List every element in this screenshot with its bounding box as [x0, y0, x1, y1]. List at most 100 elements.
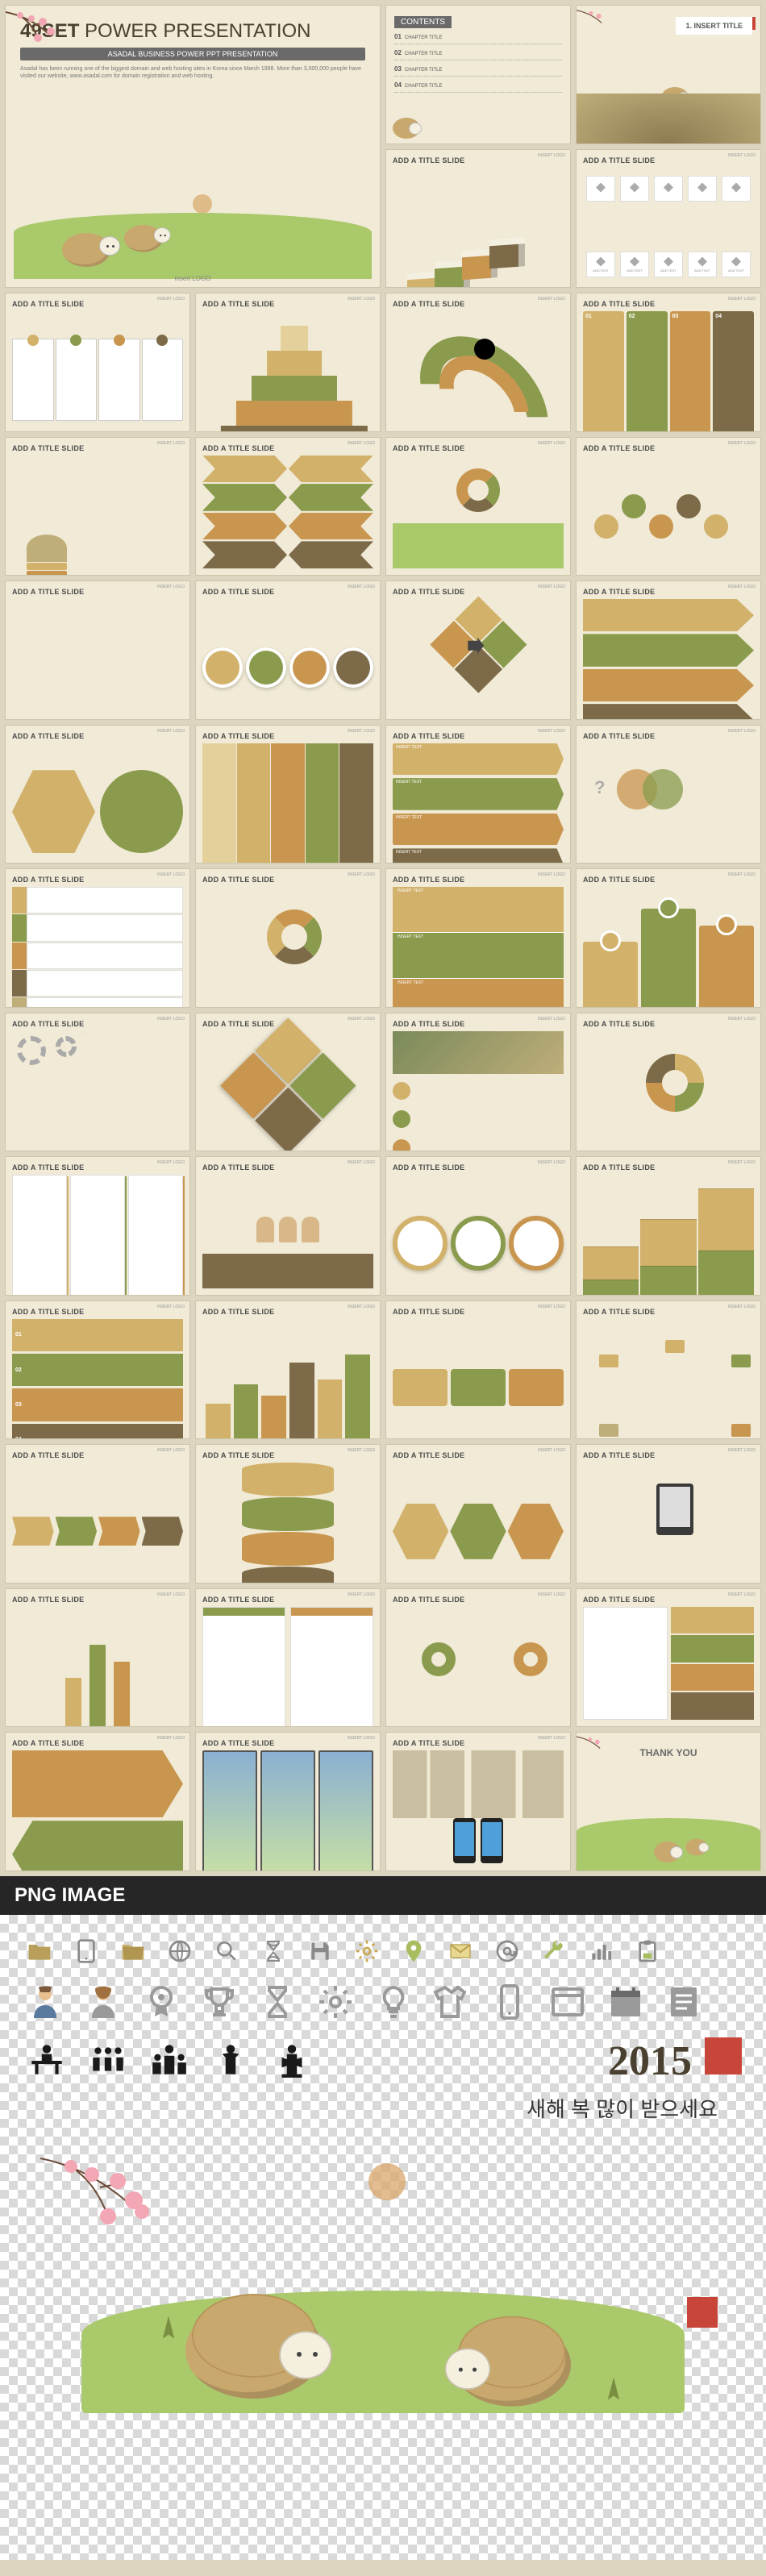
template-slide: ADD A TITLE SLIDEINSERT LOGO	[5, 1588, 190, 1728]
template-slide: ADD A TITLE SLIDEINSERT LOGO	[195, 868, 381, 1008]
stamp-icon	[705, 2037, 742, 2075]
template-slide: ADD A TITLE SLIDEINSERT LOGO	[195, 725, 381, 864]
globe-icon	[164, 1936, 195, 1966]
template-slide: ADD A TITLE SLIDEINSERT LOGO	[385, 581, 571, 720]
template-slide: ADD A TITLE SLIDEINSERT LOGO	[5, 581, 190, 720]
year-calligraphy: 2015	[608, 2037, 742, 2085]
korean-greeting: 새해 복 많이 받으세요	[24, 2093, 742, 2123]
png-section-title: PNG IMAGE	[0, 1876, 766, 1915]
template-slide: ADD A TITLE SLIDEINSERT LOGO	[576, 1444, 761, 1583]
audience-icon	[85, 2038, 131, 2083]
template-slide: ADD A TITLE SLIDEINSERT LOGO	[576, 437, 761, 576]
toc-item: 02CHAPTER TITLE	[394, 49, 562, 60]
diskette-icon	[305, 1936, 335, 1966]
template-slide: ADD A TITLE SLIDEINSERT LOGO	[5, 868, 190, 1008]
png-assets-section: PNG IMAGE	[0, 1876, 766, 2576]
contents-title: CONTENTS	[394, 16, 452, 28]
contents-slide: CONTENTS 01CHAPTER TITLE 02CHAPTER TITLE…	[385, 5, 571, 144]
template-slide: ADD A TITLE SLIDEINSERT LOGO	[576, 1156, 761, 1296]
template-slide: ADD A TITLE SLIDEINSERT LOGO	[195, 1732, 381, 1871]
template-slide: ADD A TITLE SLIDEINSERT LOGO	[195, 437, 381, 576]
template-slide: ADD A TITLE SLIDEINSERT LOGO	[576, 581, 761, 720]
sheep-icon	[124, 217, 169, 252]
template-slide: ADD A TITLE SLIDEINSERT LOGO	[5, 293, 190, 432]
window-icon	[547, 1981, 589, 2023]
toc-item: 03CHAPTER TITLE	[394, 65, 562, 77]
logo-placeholder: insert LOGO	[175, 275, 211, 282]
icon-row-1	[24, 1936, 742, 1966]
woman-icon	[82, 1981, 124, 2023]
shirt-icon	[431, 1981, 473, 2023]
man-icon	[24, 1981, 66, 2023]
template-slide: ADD A TITLE SLIDEINSERT LOGO ?	[576, 725, 761, 864]
trophy-icon	[198, 1981, 240, 2023]
at-icon	[492, 1936, 522, 1966]
sun-icon	[193, 194, 212, 214]
template-slide: ADD A TITLE SLIDEINSERT LOGO	[385, 1444, 571, 1583]
template-slide: ADD A TITLE SLIDEINSERT LOGO	[5, 1444, 190, 1583]
gear-icon	[352, 1936, 382, 1966]
icon-row-3: 2015	[24, 2037, 742, 2085]
template-slide: ADD A TITLE SLIDEINSERT LOGO INSERT TEXT…	[385, 868, 571, 1008]
template-slide: ADD A TITLE SLIDEINSERT LOGO	[195, 1300, 381, 1440]
template-slide: ADD A TITLE SLIDEINSERT LOGO	[576, 1013, 761, 1152]
template-slide: ADD A TITLE SLIDEINSERT LOGO 0102 0304	[5, 1300, 190, 1440]
hero-illustration	[14, 133, 372, 279]
template-slide: ADD A TITLE SLIDEINSERT LOGO	[195, 1156, 381, 1296]
template-slide: ADD A TITLE SLIDEINSERT LOGO ...	[5, 1013, 190, 1152]
section-slide: 2015 1. INSERT TITLE	[576, 5, 761, 144]
wrench-icon	[539, 1936, 569, 1966]
icon-row-2	[24, 1981, 742, 2023]
template-slide: ADD A TITLE SLIDEINSERT LOGO	[195, 1588, 381, 1728]
blossom-branch	[577, 6, 625, 41]
template-slide: ADD A TITLE SLIDEINSERT LOGO	[195, 1013, 381, 1152]
hero-description: Asadal has been running one of the bigge…	[20, 65, 365, 80]
template-slide: ADD A TITLE SLIDEINSERT LOGO	[385, 437, 571, 576]
template-slide: ADD A TITLE SLIDEINSERT LOGO	[385, 149, 571, 289]
template-slide: ADD A TITLE SLIDEINSERT LOGO	[5, 1156, 190, 1296]
template-slide: ADD A TITLE SLIDEINSERT LOGO	[5, 725, 190, 864]
sheep-icon	[393, 118, 420, 139]
transparency-checker: 2015 새해 복 많이 받으세요	[0, 1915, 766, 2560]
template-slide: ADD A TITLE SLIDEINSERT LOGO	[5, 1732, 190, 1871]
hourglass2-icon	[256, 1981, 298, 2023]
template-slide: ADD A TITLE SLIDEINSERT LOGO	[576, 1300, 761, 1440]
template-slide: ADD A TITLE SLIDEINSERT LOGO	[195, 293, 381, 432]
clipboard-icon	[632, 1936, 663, 1966]
tablet-icon	[71, 1936, 102, 1966]
bars-icon	[585, 1936, 616, 1966]
template-slide: ADD A TITLE SLIDEINSERT LOGO ADD TEXTADD…	[576, 149, 761, 289]
stamp-icon	[687, 2297, 718, 2328]
template-slide: ADD A TITLE SLIDEINSERT LOGO INSERT TEXT…	[385, 725, 571, 864]
folder-icon	[24, 1936, 55, 1966]
section-title: 1. INSERT TITLE	[676, 17, 752, 35]
hourglass-icon	[258, 1936, 289, 1966]
toc-item: 04CHAPTER TITLE	[394, 81, 562, 93]
calendar-icon	[605, 1981, 647, 2023]
mail-icon	[445, 1936, 476, 1966]
desk-icon	[24, 2038, 69, 2083]
folder2-icon	[118, 1936, 148, 1966]
present-icon	[269, 2038, 314, 2083]
leader-icon	[208, 2038, 253, 2083]
template-slide: ADD A TITLE SLIDEINSERT LOGO	[195, 1444, 381, 1583]
blossom-branch	[40, 2147, 194, 2260]
team-icon	[147, 2038, 192, 2083]
hero-slide: 49SET POWER PRESENTATION ASADAL BUSINESS…	[5, 5, 381, 288]
template-slide: ADD A TITLE SLIDEINSERT LOGO	[5, 437, 190, 576]
cog-icon	[314, 1981, 356, 2023]
phone-icon	[489, 1981, 531, 2023]
template-slide: ADD A TITLE SLIDEINSERT LOGO	[385, 1013, 571, 1152]
sheep-icon	[453, 2323, 571, 2406]
sun-icon	[368, 2163, 406, 2200]
template-slide: ADD A TITLE SLIDEINSERT LOGO	[385, 1732, 571, 1871]
toc-item: 01CHAPTER TITLE	[394, 33, 562, 44]
sheep-icon	[62, 223, 119, 267]
blossom-branch	[577, 1733, 622, 1765]
template-slide: ADD A TITLE SLIDEINSERT LOGO	[576, 1588, 761, 1728]
blossom-branch	[6, 6, 86, 62]
sheep-icon	[654, 1841, 681, 1862]
notes-icon	[663, 1981, 705, 2023]
template-slide: ADD A TITLE SLIDEINSERT LOGO	[385, 293, 571, 432]
template-slide: ADD A TITLE SLIDEINSERT LOGO	[385, 1588, 571, 1728]
